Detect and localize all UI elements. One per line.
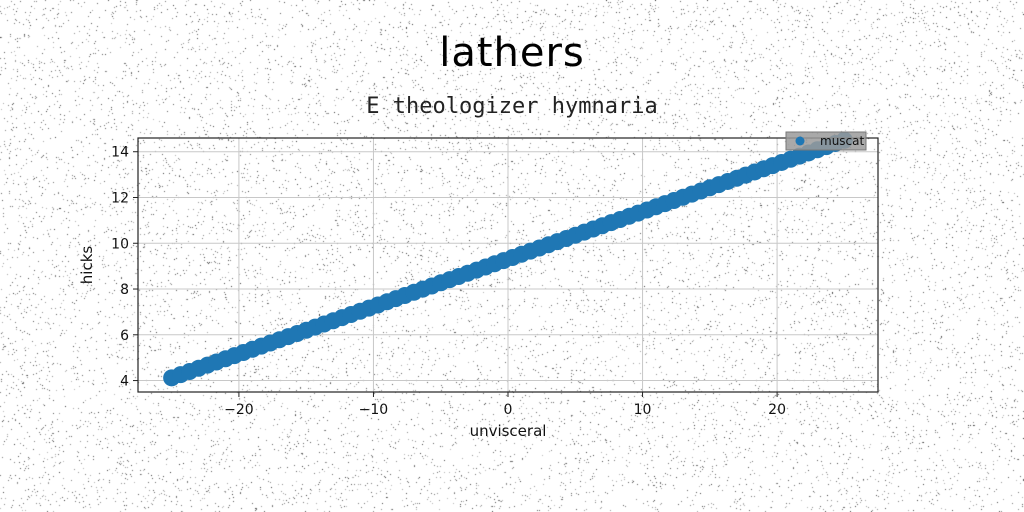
x-tick-label: 10 [634, 402, 652, 418]
y-tick-label: 14 [111, 145, 129, 161]
y-axis-label: hicks [78, 246, 96, 285]
y-tick-label: 12 [111, 190, 129, 206]
x-tick-label: −20 [224, 402, 254, 418]
chart-subtitle: E theologizer hymnaria [366, 94, 658, 119]
y-tick-label: 10 [111, 236, 129, 252]
y-tick-label: 4 [120, 374, 129, 390]
legend-label-muscat: muscat [820, 134, 864, 148]
x-tick-label: 0 [504, 402, 513, 418]
legend-box [785, 131, 867, 151]
axis-ticks: −20 −10 0 10 20 4 6 8 10 12 14 [111, 145, 786, 418]
legend: muscat [785, 131, 867, 151]
x-tick-label: 20 [768, 402, 786, 418]
chart-title: lathers [439, 30, 585, 76]
x-tick-label: −10 [359, 402, 389, 418]
x-axis-label: unvisceral [470, 422, 547, 440]
legend-marker-muscat [795, 136, 805, 146]
y-tick-label: 8 [120, 282, 129, 298]
y-tick-label: 6 [120, 328, 129, 344]
grid-lines [138, 138, 878, 392]
